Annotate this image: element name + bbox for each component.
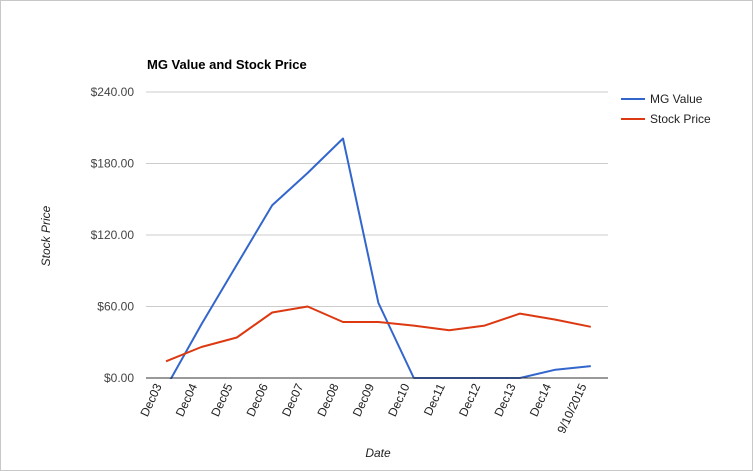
x-axis-title: Date <box>365 446 391 460</box>
y-axis-ticks: $0.00 $60.00 $120.00 $180.00 $240.00 <box>91 85 135 385</box>
x-tick-label: Dec09 <box>350 381 377 419</box>
series-lines <box>165 137 591 379</box>
legend: MG Value Stock Price <box>621 92 711 126</box>
y-tick-label: $180.00 <box>91 157 135 171</box>
x-tick-label: 9/10/2015 <box>554 381 589 436</box>
x-tick-label: Dec05 <box>208 381 235 419</box>
x-tick-label: Dec14 <box>527 381 554 419</box>
x-tick-label: Dec12 <box>456 381 483 419</box>
legend-label: MG Value <box>650 92 703 106</box>
y-axis-title: Stock Price <box>39 205 53 266</box>
gridlines <box>146 91 608 307</box>
series-line-mg-value <box>169 137 591 379</box>
x-tick-label: Dec06 <box>244 381 271 419</box>
series-line-stock-price <box>165 305 591 363</box>
y-tick-label: $60.00 <box>97 300 134 314</box>
y-tick-label: $240.00 <box>91 85 135 99</box>
x-tick-label: Dec07 <box>279 381 306 419</box>
x-tick-label: Dec08 <box>314 381 341 419</box>
x-tick-label: Dec04 <box>173 381 200 419</box>
y-tick-label: $120.00 <box>91 228 135 242</box>
legend-label: Stock Price <box>650 112 711 126</box>
x-tick-label: Dec11 <box>421 381 448 418</box>
y-tick-label: $0.00 <box>104 371 134 385</box>
x-tick-label: Dec03 <box>137 381 164 419</box>
chart-title: MG Value and Stock Price <box>147 57 307 72</box>
x-axis-ticks: Dec03 Dec04 Dec05 Dec06 Dec07 Dec08 Dec09 Dec10… <box>137 381 589 436</box>
x-tick-label: Dec13 <box>491 381 518 419</box>
x-tick-label: Dec10 <box>385 381 412 419</box>
